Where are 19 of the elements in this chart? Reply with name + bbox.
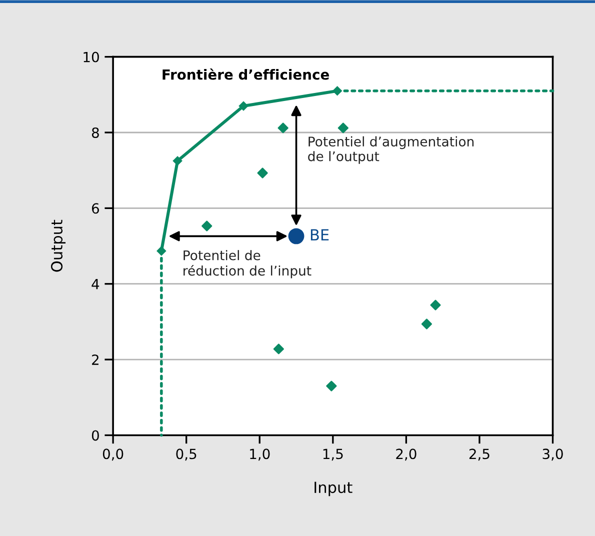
x-tick-label: 0,0 <box>102 448 124 461</box>
x-axis-title: Input <box>314 482 352 496</box>
annotation: Potentiel de réduction de l’input <box>184 250 312 278</box>
y-tick-label: 8 <box>92 127 99 138</box>
y-tick-label: 4 <box>92 279 100 290</box>
y-tick-label: 2 <box>92 354 98 365</box>
series-label: BE <box>310 229 329 240</box>
y-tick-label: 6 <box>92 203 99 214</box>
x-tick-label: 1,5 <box>323 448 343 461</box>
y-tick-label: 10 <box>84 52 99 62</box>
x-tick-label: 3,0 <box>542 448 563 461</box>
x-tick-label: 0,5 <box>176 448 196 461</box>
x-tick-label: 2,5 <box>469 448 490 461</box>
x-tick-label: 2,0 <box>396 448 416 461</box>
text: Frontière d’efficience <box>162 68 329 80</box>
y-tick-label: 0 <box>92 430 99 441</box>
x-tick-label: 1,0 <box>250 448 270 461</box>
annotation: Potentiel d’augmentation de l’output <box>308 136 474 164</box>
y-axis-title: Output <box>51 220 66 272</box>
